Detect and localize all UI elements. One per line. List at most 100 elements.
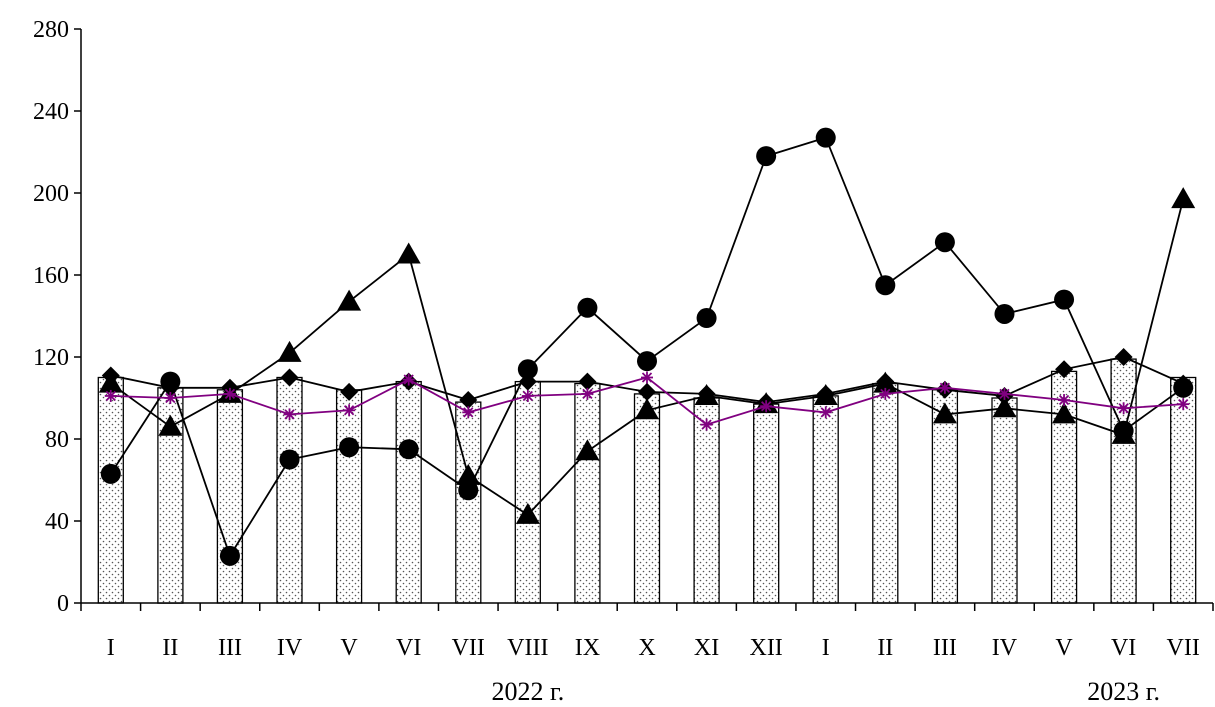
asterisk-stroke xyxy=(701,419,712,430)
asterisk-stroke xyxy=(880,388,891,400)
marker-circle xyxy=(279,449,300,470)
bar xyxy=(753,403,780,604)
marker-asterisk xyxy=(1117,402,1130,415)
bar xyxy=(991,397,1018,604)
marker-asterisk xyxy=(223,387,236,400)
marker-circle xyxy=(577,297,598,318)
x-tick-label: VIII xyxy=(507,635,548,661)
axes xyxy=(74,28,1214,611)
asterisk-stroke xyxy=(820,407,831,418)
year-label: 2022 г. xyxy=(491,677,564,706)
asterisk-stroke xyxy=(224,388,236,400)
marker-circle xyxy=(1173,377,1194,398)
y-tick-label: 80 xyxy=(45,427,69,453)
asterisk-stroke xyxy=(1118,403,1129,414)
y-tick-label: 200 xyxy=(33,181,69,207)
marker-triangle xyxy=(98,371,123,393)
marker-circle xyxy=(160,371,181,392)
x-tick-label: IV xyxy=(992,635,1018,661)
y-tick-label: 280 xyxy=(33,17,69,43)
x-tick-label: III xyxy=(218,635,242,661)
series-circle xyxy=(100,127,1194,566)
asterisk-stroke xyxy=(463,407,474,418)
marker-triangle xyxy=(337,289,362,311)
marker-circle xyxy=(219,545,240,566)
x-tick-label: III xyxy=(933,635,957,661)
bar xyxy=(455,401,482,604)
asterisk-stroke xyxy=(343,405,355,416)
x-tick-label: VII xyxy=(1167,635,1200,661)
marker-asterisk xyxy=(938,381,951,394)
marker-circle xyxy=(1054,289,1075,310)
asterisk-stroke xyxy=(165,392,176,404)
y-tick-label: 240 xyxy=(33,99,69,125)
bar xyxy=(812,395,839,604)
asterisk-stroke xyxy=(1058,394,1070,406)
year-label: 2023 г. xyxy=(1087,677,1160,706)
asterisk-stroke xyxy=(1178,399,1189,410)
x-tick-label: II xyxy=(877,635,893,661)
bar xyxy=(633,393,661,604)
marker-triangle xyxy=(1171,187,1196,209)
y-tick-label: 40 xyxy=(45,509,69,535)
marker-triangle xyxy=(277,340,302,362)
bar xyxy=(872,382,899,604)
x-tick-label: I xyxy=(822,635,830,661)
asterisk-stroke xyxy=(999,388,1010,400)
marker-asterisk xyxy=(283,408,296,421)
marker-asterisk xyxy=(343,404,356,417)
marker-triangle xyxy=(813,383,838,405)
bar xyxy=(514,380,541,604)
marker-asterisk xyxy=(521,389,534,402)
marker-circle xyxy=(398,439,419,460)
marker-triangle xyxy=(396,242,421,264)
marker-asterisk xyxy=(1058,394,1071,407)
y-tick-label: 120 xyxy=(33,345,69,371)
asterisk-stroke xyxy=(939,382,951,393)
marker-asterisk xyxy=(641,371,653,384)
marker-circle xyxy=(875,275,896,296)
x-tick-label: I xyxy=(107,635,115,661)
marker-asterisk xyxy=(104,389,117,402)
marker-triangle xyxy=(932,402,957,424)
marker-asterisk xyxy=(879,387,892,400)
marker-diamond xyxy=(459,391,478,410)
marker-circle xyxy=(815,127,836,148)
marker-asterisk xyxy=(819,406,832,419)
bar xyxy=(276,376,303,604)
marker-asterisk xyxy=(581,387,594,400)
marker-circle xyxy=(934,232,955,253)
asterisk-stroke xyxy=(403,374,414,385)
marker-triangle xyxy=(635,398,659,420)
marker-asterisk xyxy=(998,387,1011,400)
marker-triangle xyxy=(873,371,898,393)
marker-diamond xyxy=(340,382,359,401)
x-tick-label: IV xyxy=(277,635,303,661)
x-tick-label: V xyxy=(340,635,358,661)
x-tick-label: IX xyxy=(575,635,600,661)
y-tick-label: 160 xyxy=(33,263,69,289)
marker-triangle xyxy=(456,463,481,485)
marker-circle xyxy=(637,351,657,372)
marker-diamond xyxy=(280,368,299,387)
y-tick-label: 0 xyxy=(57,591,69,617)
marker-asterisk xyxy=(402,373,415,386)
marker-diamond xyxy=(1055,360,1074,379)
x-tick-label: VII xyxy=(452,635,485,661)
marker-circle xyxy=(458,480,479,501)
marker-asterisk xyxy=(1177,398,1190,411)
bar xyxy=(574,382,601,604)
marker-circle xyxy=(994,303,1015,324)
bar xyxy=(335,389,363,604)
marker-circle xyxy=(100,463,121,484)
marker-circle xyxy=(696,308,717,329)
marker-asterisk xyxy=(700,418,713,431)
marker-triangle xyxy=(992,396,1017,418)
marker-triangle xyxy=(158,414,183,436)
asterisk-stroke xyxy=(105,390,116,402)
marker-asterisk xyxy=(462,406,475,419)
x-tick-label: II xyxy=(162,635,178,661)
asterisk-stroke xyxy=(284,409,295,420)
